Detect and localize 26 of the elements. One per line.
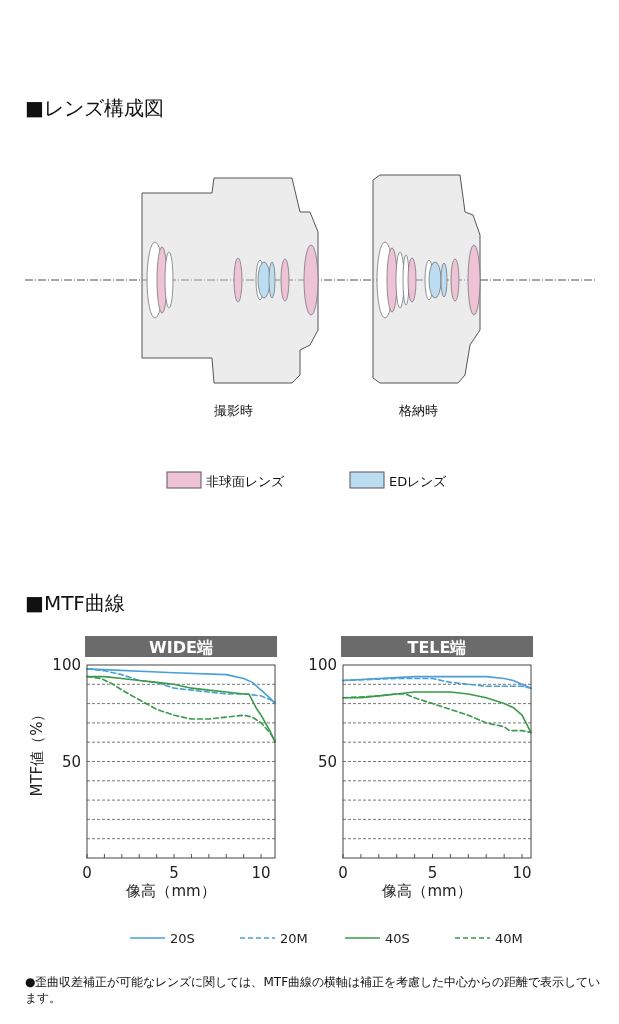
chart-title: WIDE端 bbox=[149, 638, 213, 657]
text: 格納時 bbox=[397, 403, 438, 418]
text: 非球面レンズ bbox=[206, 474, 285, 489]
text: 撮影時 bbox=[213, 403, 253, 418]
text: ■レンズ構成図 bbox=[25, 96, 164, 120]
x-axis-title: 像高（mm） bbox=[126, 882, 216, 900]
x-tick-label: 5 bbox=[169, 864, 179, 882]
x-tick-label: 5 bbox=[427, 864, 438, 882]
y-axis-title: MTF値（%） bbox=[28, 706, 46, 797]
y-tick-label: 100 bbox=[308, 656, 337, 674]
legend-label: 40M bbox=[495, 931, 523, 946]
x-tick-label: 10 bbox=[251, 864, 271, 882]
legend-label: 20S bbox=[170, 931, 195, 946]
x-tick-label: 0 bbox=[338, 864, 348, 882]
y-tick-label: 100 bbox=[52, 656, 81, 674]
x-tick-label: 10 bbox=[512, 864, 532, 882]
y-tick-label: 50 bbox=[61, 752, 81, 771]
y-tick-label: 50 bbox=[317, 752, 337, 771]
text: ■MTF曲線 bbox=[25, 591, 125, 615]
legend-label: 20M bbox=[280, 931, 308, 946]
text: EDレンズ bbox=[389, 474, 448, 489]
x-axis-title: 像高（mm） bbox=[382, 882, 472, 900]
text: ●歪曲収差補正が可能なレンズに関しては、MTF曲線の横軸は補正を考慮した中心からの距離で表示しています。 bbox=[25, 974, 602, 1006]
legend-label: 40S bbox=[385, 931, 410, 946]
x-tick-label: 0 bbox=[82, 864, 92, 882]
chart-title: TELE端 bbox=[407, 638, 467, 657]
